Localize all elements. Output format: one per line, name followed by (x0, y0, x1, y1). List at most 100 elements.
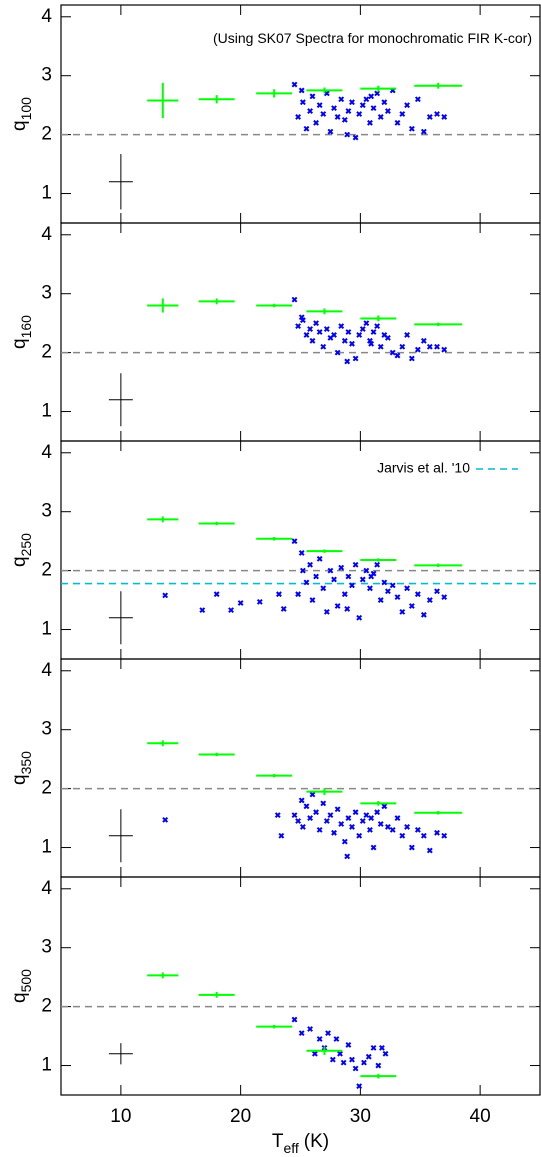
data-point (309, 791, 316, 798)
data-point (349, 824, 355, 830)
data-point (359, 576, 366, 583)
data-point (295, 591, 302, 598)
data-point (394, 352, 401, 359)
y-axis-label-subscript: 350 (18, 751, 34, 775)
data-point (394, 119, 401, 126)
data-point (303, 579, 310, 586)
x-axis-label-subscript: eff (283, 1140, 298, 1156)
data-point (341, 116, 348, 123)
data-point (298, 87, 305, 94)
data-point (298, 1030, 305, 1037)
data-point (256, 598, 263, 605)
data-point (377, 821, 384, 827)
data-point (385, 588, 391, 595)
y-axis-label-subscript: 250 (18, 533, 34, 557)
data-point (307, 1026, 313, 1032)
data-point (327, 567, 334, 574)
data-point (349, 340, 355, 347)
data-point (316, 329, 323, 335)
data-point (404, 585, 410, 592)
data-point (404, 824, 410, 830)
y-tick-label: 4 (41, 442, 52, 463)
data-point (420, 611, 427, 618)
data-point (298, 797, 305, 804)
data-point (389, 349, 396, 356)
data-point (349, 99, 355, 106)
y-tick-label: 2 (41, 778, 52, 799)
y-tick-label: 1 (41, 1055, 52, 1076)
data-point (334, 603, 341, 609)
data-point (370, 105, 377, 112)
data-point (426, 847, 433, 854)
data-point (334, 806, 341, 813)
data-point (329, 1056, 336, 1063)
data-point (291, 81, 298, 88)
data-point (408, 603, 415, 609)
data-point (341, 337, 348, 344)
y-tick-label: 3 (41, 937, 52, 958)
data-point (399, 608, 406, 615)
data-point (356, 111, 363, 117)
data-point (303, 332, 310, 338)
data-point (394, 815, 401, 821)
y-tick-label: 4 (41, 6, 52, 27)
data-point (374, 809, 381, 816)
data-point (382, 1050, 389, 1057)
data-point (377, 114, 384, 120)
data-point (345, 108, 352, 114)
data-point (426, 114, 433, 120)
data-point (368, 93, 375, 100)
data-point (381, 99, 388, 106)
data-point (379, 1044, 385, 1051)
data-point (307, 815, 313, 821)
data-point (365, 1053, 372, 1060)
data-point (368, 815, 375, 821)
data-point (316, 555, 323, 562)
data-point (381, 579, 388, 586)
y-tick-label: 3 (41, 719, 52, 740)
plot-frame (60, 658, 541, 878)
data-point (434, 829, 440, 836)
data-point (298, 314, 305, 321)
data-point (291, 1016, 298, 1023)
data-point (316, 826, 323, 833)
y-tick-label: 1 (41, 401, 52, 422)
data-point (434, 588, 440, 595)
data-point (408, 125, 415, 132)
data-point (298, 550, 305, 556)
y-tick-label: 3 (41, 65, 52, 86)
data-point (374, 90, 381, 97)
data-point (299, 99, 306, 106)
data-point (341, 838, 348, 845)
data-point (399, 111, 406, 117)
y-axis-label-main: q (9, 992, 30, 1003)
data-point (345, 1042, 352, 1048)
y-axis-label: q500 (9, 969, 34, 1003)
y-tick-label: 2 (41, 124, 52, 145)
data-point (309, 597, 316, 603)
data-point (323, 326, 330, 332)
plot-frame (60, 876, 541, 1096)
data-point (414, 591, 421, 598)
data-point (352, 809, 359, 816)
y-axis-label-subscript: 160 (18, 315, 34, 339)
data-point (363, 567, 370, 574)
x-axis-label: Teff (K) (272, 1131, 329, 1156)
data-point (345, 329, 352, 335)
data-point (323, 608, 330, 615)
y-axis-label: q160 (9, 315, 34, 349)
data-point (385, 824, 391, 830)
data-point (299, 824, 306, 830)
data-point (377, 597, 384, 603)
y-axis-label-main: q (9, 120, 30, 131)
data-point (359, 818, 366, 824)
data-point (307, 326, 313, 332)
y-axis-label-main: q (9, 774, 30, 785)
data-point (307, 561, 313, 568)
data-point (338, 323, 345, 330)
y-tick-label: 2 (41, 996, 52, 1017)
data-point (303, 125, 310, 132)
data-point (320, 585, 327, 592)
data-point (309, 93, 316, 100)
y-tick-label: 4 (41, 224, 52, 245)
